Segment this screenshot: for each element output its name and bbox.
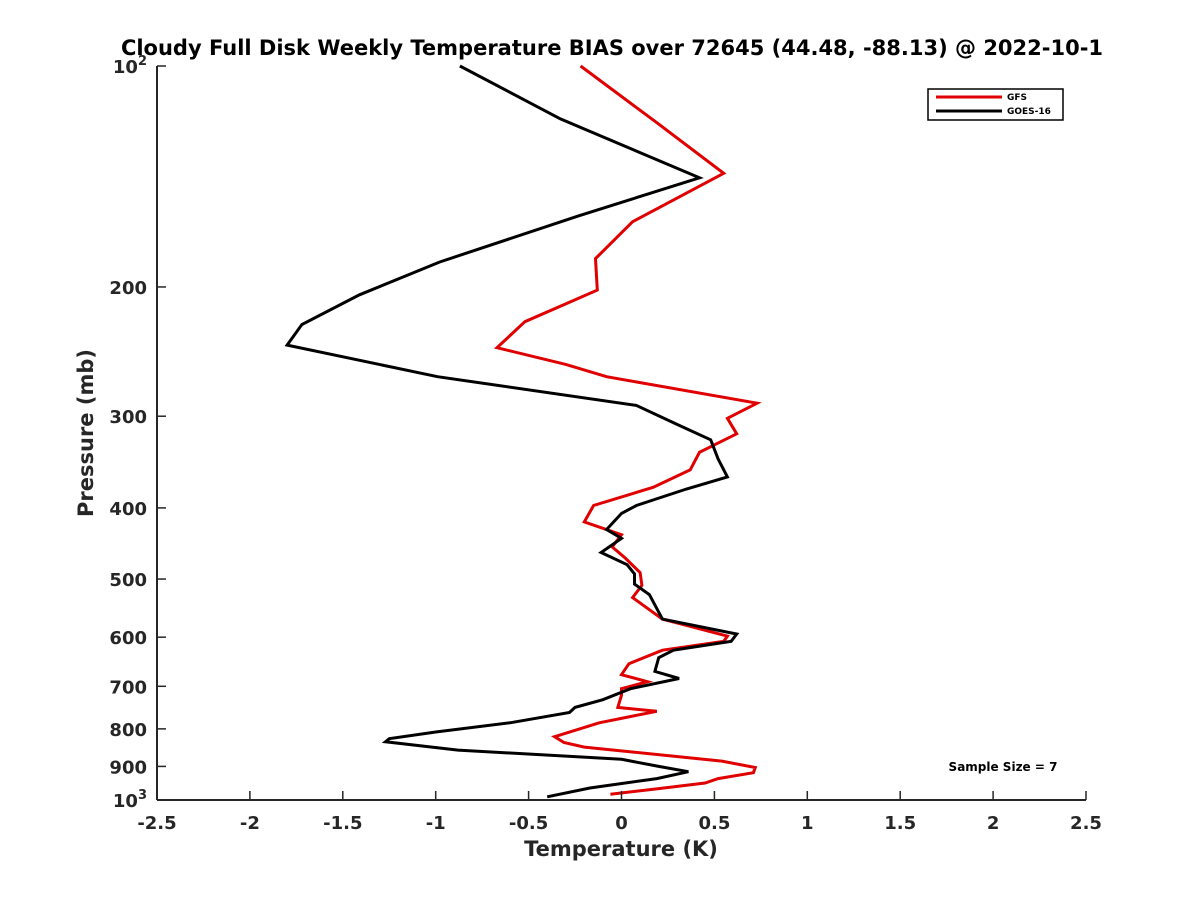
x-tick-label: 0 <box>615 813 628 834</box>
y-tick-label-base: 800 <box>109 720 147 741</box>
y-tick-label-base: 900 <box>109 757 147 778</box>
series-line-gfs <box>493 64 762 796</box>
x-axis-title: Temperature (K) <box>524 837 718 861</box>
series-layer <box>284 64 762 799</box>
x-tick-label: 1.5 <box>884 813 916 834</box>
y-tick-label: 800 <box>109 720 147 741</box>
y-tick-label: 400 <box>109 499 147 520</box>
y-tick-label-base: 300 <box>109 407 147 428</box>
legend-items: GFS GOES-16 <box>936 93 1051 117</box>
legend-label: GOES-16 <box>1007 107 1051 117</box>
y-tick-label-base: 400 <box>109 499 147 520</box>
sample-size-annotation: Sample Size = 7 <box>949 760 1058 774</box>
x-tick-label: 2 <box>987 813 1000 834</box>
x-tick-label: -1.5 <box>323 813 362 834</box>
y-tick-label: 300 <box>109 407 147 428</box>
y-tick-label: 900 <box>109 757 147 778</box>
y-tick-label-base: 700 <box>109 677 147 698</box>
x-tick-label: 2.5 <box>1070 813 1102 834</box>
x-tick-label: -1 <box>426 813 446 834</box>
x-tick-label: 0.5 <box>698 813 730 834</box>
y-tick-label: 103 <box>113 788 147 812</box>
y-tick-label: 700 <box>109 677 147 698</box>
y-tick-label-base: 10 <box>113 791 138 812</box>
y-tick-label: 102 <box>113 54 147 78</box>
x-tick-label: -2 <box>240 813 260 834</box>
x-tick-label: -2.5 <box>137 813 176 834</box>
x-tick-label: 1 <box>801 813 814 834</box>
x-ticks: -2.5 -2 -1.5 -1 -0.5 0 0.5 1 1.5 2 2.5 <box>137 791 1102 834</box>
y-tick-label-exponent: 3 <box>138 788 147 803</box>
legend: GFS GOES-16 <box>927 88 1064 121</box>
y-tick-label-exponent: 2 <box>138 54 147 69</box>
y-tick-label-base: 10 <box>113 57 138 78</box>
legend-box <box>927 88 1064 121</box>
series-line-goes-16 <box>284 64 740 799</box>
y-tick-label: 200 <box>109 278 147 299</box>
y-tick-label-base: 600 <box>109 628 147 649</box>
y-tick-label: 600 <box>109 628 147 649</box>
y-tick-label-base: 500 <box>109 570 147 591</box>
y-axis-title: Pressure (mb) <box>74 349 98 517</box>
legend-label: GFS <box>1007 93 1027 103</box>
y-tick-label: 500 <box>109 570 147 591</box>
y-tick-label-base: 200 <box>109 278 147 299</box>
chart-title: Cloudy Full Disk Weekly Temperature BIAS… <box>121 36 1103 60</box>
x-tick-label: -0.5 <box>509 813 548 834</box>
